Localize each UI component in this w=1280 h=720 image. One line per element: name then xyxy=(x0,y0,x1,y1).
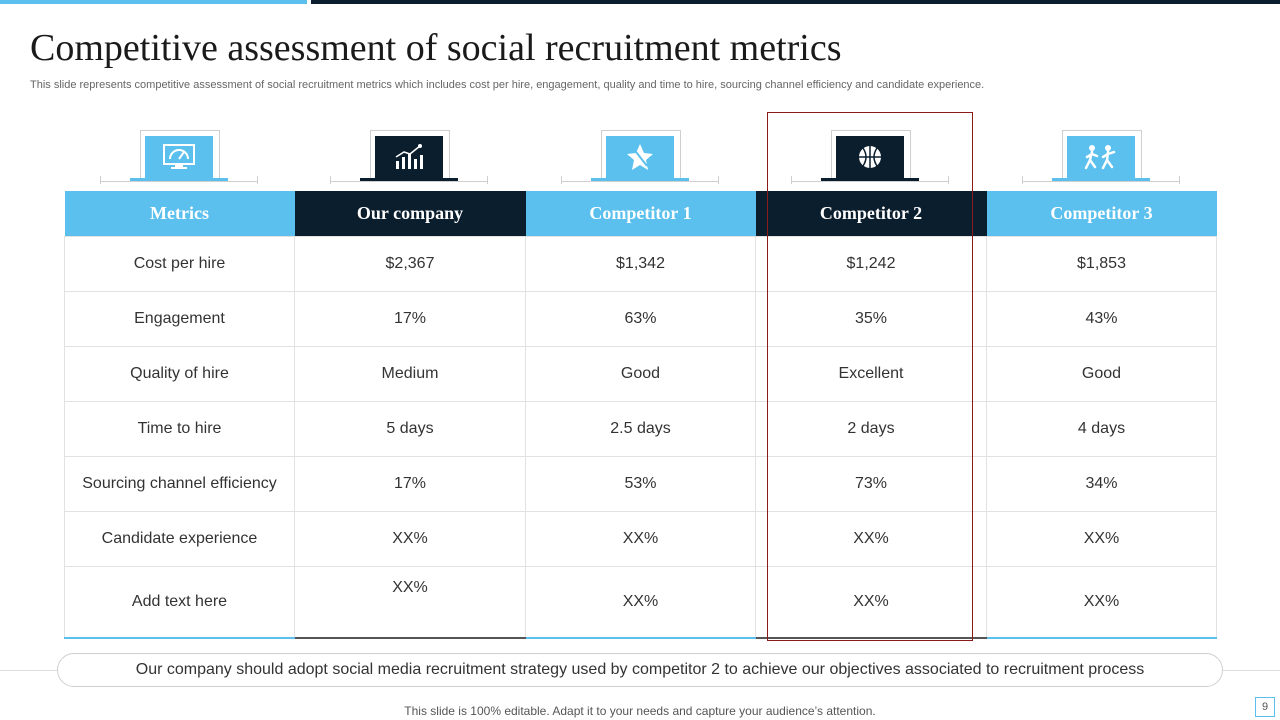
footer-note: This slide is 100% editable. Adapt it to… xyxy=(404,704,876,718)
table-cell: Good xyxy=(525,346,756,402)
table-cell: XX% xyxy=(986,566,1217,639)
table-cell: 53% xyxy=(525,456,756,512)
divider-left xyxy=(0,670,57,671)
table-row: Cost per hire $2,367 $1,342 $1,242 $1,85… xyxy=(64,236,1217,292)
header-competitor-1: Competitor 1 xyxy=(525,191,756,237)
competitor-2-column-icon xyxy=(755,130,985,186)
puzzle-star-icon xyxy=(606,136,674,178)
table-row: Sourcing channel efficiency 17% 53% 73% … xyxy=(64,456,1217,512)
table-cell: Add text here xyxy=(64,566,295,639)
table-cell: XX% xyxy=(294,511,526,567)
table-cell: XX% xyxy=(755,511,987,567)
divider-right xyxy=(1223,670,1280,671)
table-cell: $1,242 xyxy=(755,236,987,292)
table-cell: Medium xyxy=(294,346,526,402)
table-row: Time to hire 5 days 2.5 days 2 days 4 da… xyxy=(64,401,1217,457)
table-cell: 2.5 days xyxy=(525,401,756,457)
top-accent-bar-light xyxy=(0,0,307,4)
table-cell: Engagement xyxy=(64,291,295,347)
table-cell: 17% xyxy=(294,456,526,512)
table-cell: 2 days xyxy=(755,401,987,457)
table-row: Candidate experience XX% XX% XX% XX% xyxy=(64,511,1217,567)
header-our-company: Our company xyxy=(294,191,526,237)
comparison-table: Metrics Our company Competitor 1 Competi… xyxy=(64,191,1217,639)
monitor-dashboard-icon xyxy=(145,136,213,178)
table-cell: $1,342 xyxy=(525,236,756,292)
table-cell: 4 days xyxy=(986,401,1217,457)
table-row: Quality of hire Medium Good Excellent Go… xyxy=(64,346,1217,402)
table-cell: $2,367 xyxy=(294,236,526,292)
table-cell: 17% xyxy=(294,291,526,347)
table-cell: XX% xyxy=(525,511,756,567)
our-company-column-icon xyxy=(294,130,524,186)
conclusion-box: Our company should adopt social media re… xyxy=(57,653,1223,687)
table-cell: 73% xyxy=(755,456,987,512)
running-people-icon xyxy=(1067,136,1135,178)
table-cell: Sourcing channel efficiency xyxy=(64,456,295,512)
table-cell: Good xyxy=(986,346,1217,402)
table-cell: Cost per hire xyxy=(64,236,295,292)
basketball-icon xyxy=(836,136,904,178)
table-cell: XX% xyxy=(294,566,526,639)
table-cell: 5 days xyxy=(294,401,526,457)
table-cell: Quality of hire xyxy=(64,346,295,402)
top-accent-bar-dark xyxy=(311,0,1280,4)
competitor-1-column-icon xyxy=(525,130,755,186)
table-cell: 43% xyxy=(986,291,1217,347)
table-cell: $1,853 xyxy=(986,236,1217,292)
table-cell: XX% xyxy=(525,566,756,639)
table-cell: 35% xyxy=(755,291,987,347)
table-cell: Excellent xyxy=(755,346,987,402)
table-row: Add text here XX% XX% XX% XX% xyxy=(64,566,1217,639)
page-title: Competitive assessment of social recruit… xyxy=(30,27,842,69)
table-cell: 34% xyxy=(986,456,1217,512)
page-number: 9 xyxy=(1255,697,1275,717)
table-cell: XX% xyxy=(986,511,1217,567)
page-subtitle: This slide represents competitive assess… xyxy=(30,79,985,91)
table-cell: Candidate experience xyxy=(64,511,295,567)
table-cell: 63% xyxy=(525,291,756,347)
table-header-row: Metrics Our company Competitor 1 Competi… xyxy=(64,191,1217,237)
header-competitor-3: Competitor 3 xyxy=(986,191,1217,237)
table-cell: XX% xyxy=(755,566,987,639)
header-metrics: Metrics xyxy=(64,191,295,237)
table-cell: Time to hire xyxy=(64,401,295,457)
metrics-column-icon xyxy=(64,130,294,186)
table-row: Engagement 17% 63% 35% 43% xyxy=(64,291,1217,347)
header-competitor-2: Competitor 2 xyxy=(755,191,987,237)
competitor-3-column-icon xyxy=(986,130,1216,186)
growth-chart-people-icon xyxy=(375,136,443,178)
